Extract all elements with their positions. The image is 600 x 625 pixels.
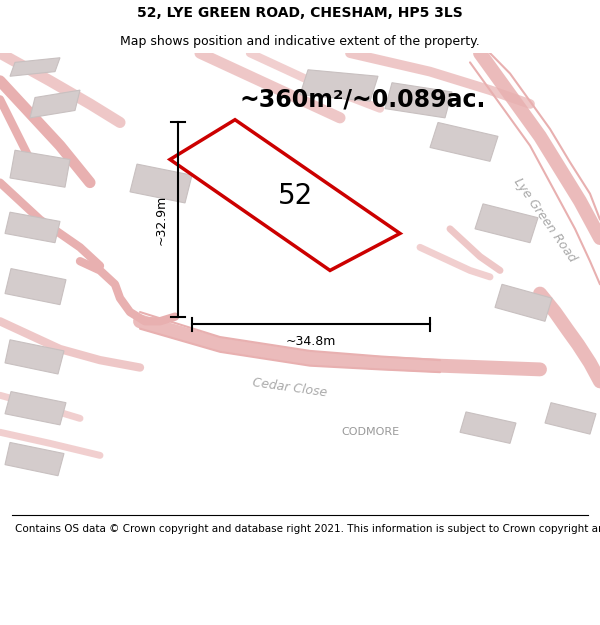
Polygon shape xyxy=(10,58,60,76)
Polygon shape xyxy=(5,340,64,374)
Text: Cedar Close: Cedar Close xyxy=(252,376,328,399)
Polygon shape xyxy=(495,284,552,321)
Polygon shape xyxy=(170,120,400,271)
Text: ~34.8m: ~34.8m xyxy=(286,335,336,348)
Polygon shape xyxy=(30,90,80,118)
Text: Contains OS data © Crown copyright and database right 2021. This information is : Contains OS data © Crown copyright and d… xyxy=(15,524,600,534)
Polygon shape xyxy=(460,412,516,443)
Text: CODMORE: CODMORE xyxy=(341,428,399,438)
Polygon shape xyxy=(5,442,64,476)
Text: 52, LYE GREEN ROAD, CHESHAM, HP5 3LS: 52, LYE GREEN ROAD, CHESHAM, HP5 3LS xyxy=(137,6,463,20)
Polygon shape xyxy=(385,82,452,118)
Polygon shape xyxy=(300,70,378,101)
Polygon shape xyxy=(5,269,66,304)
Polygon shape xyxy=(10,150,70,188)
Text: ~360m²/~0.089ac.: ~360m²/~0.089ac. xyxy=(240,88,487,111)
Text: Map shows position and indicative extent of the property.: Map shows position and indicative extent… xyxy=(120,35,480,48)
Polygon shape xyxy=(545,402,596,434)
Text: 52: 52 xyxy=(277,182,313,211)
Polygon shape xyxy=(5,212,60,243)
Polygon shape xyxy=(5,392,66,425)
Text: ~32.9m: ~32.9m xyxy=(155,194,168,245)
Polygon shape xyxy=(475,204,538,242)
Polygon shape xyxy=(130,164,192,203)
Text: Lye Green Road: Lye Green Road xyxy=(511,175,579,264)
Polygon shape xyxy=(430,122,498,161)
